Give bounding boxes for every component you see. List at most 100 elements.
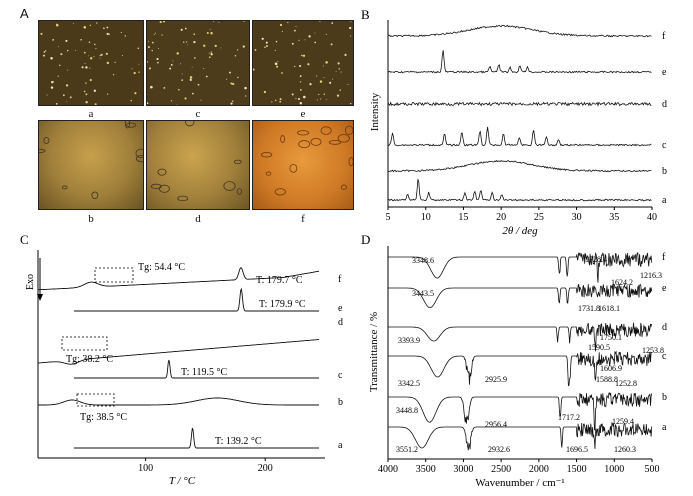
xrd-series-label: a	[662, 195, 667, 206]
crystal-speck	[67, 49, 69, 52]
crystal-speck	[50, 86, 54, 89]
crystal-speck	[279, 100, 281, 103]
crystal-speck	[200, 99, 202, 101]
crystal-speck	[291, 93, 294, 96]
crystal-speck	[203, 68, 205, 70]
crystal-speck	[230, 102, 233, 105]
crystal-speck	[187, 44, 188, 46]
crystal-speck	[254, 48, 257, 51]
crystal-speck	[347, 84, 349, 85]
particle-outline	[177, 195, 189, 202]
crystal-speck	[281, 30, 283, 32]
crystal-speck	[185, 41, 188, 43]
ir-x-tick-label: 2000	[529, 464, 549, 475]
crystal-speck	[63, 94, 65, 97]
panel-letter-a: A	[20, 6, 29, 21]
crystal-speck	[106, 61, 110, 65]
crystal-speck	[96, 22, 98, 24]
ir-band-label: 3448.8	[396, 406, 418, 415]
ir-band-label: 2932.6	[488, 445, 510, 454]
crystal-speck	[56, 23, 59, 27]
crystal-speck	[349, 35, 352, 37]
crystal-speck	[138, 71, 140, 73]
crystal-speck	[90, 57, 93, 60]
crystal-speck	[148, 67, 151, 70]
crystal-speck	[93, 55, 95, 57]
crystal-speck	[277, 61, 279, 63]
ir-series-label: d	[662, 322, 667, 333]
xrd-x-tick-label: 40	[647, 212, 657, 223]
micrograph-d	[146, 120, 250, 210]
crystal-speck	[206, 32, 209, 35]
crystal-speck	[265, 41, 268, 44]
ir-band-label: 3342.5	[398, 379, 420, 388]
crystal-speck	[85, 101, 88, 104]
crystal-speck	[243, 21, 245, 22]
xrd-series-label: d	[662, 99, 667, 110]
particle-outline	[265, 171, 272, 176]
crystal-speck	[89, 67, 91, 69]
crystal-speck	[151, 49, 153, 52]
crystal-speck	[107, 93, 109, 95]
xrd-trace-d	[387, 101, 652, 107]
crystal-speck	[274, 49, 276, 51]
micrograph-e-speckles	[253, 21, 352, 105]
ir-y-label: Transmittance / %	[368, 312, 380, 392]
crystal-speck	[234, 55, 237, 57]
crystal-speck	[316, 99, 318, 101]
crystal-speck	[281, 72, 283, 74]
crystal-speck	[299, 65, 302, 68]
crystal-speck	[153, 34, 155, 36]
crystal-speck	[85, 93, 88, 96]
crystal-speck	[294, 65, 296, 68]
ir-band-label: 3393.9	[398, 336, 420, 345]
crystal-speck	[137, 47, 140, 50]
crystal-speck	[319, 80, 323, 83]
particle-outline	[348, 157, 353, 167]
crystal-speck	[209, 28, 211, 30]
xrd-series-label: b	[662, 166, 667, 177]
particle-outline	[236, 188, 243, 195]
crystal-speck	[295, 97, 297, 99]
ir-trace-c	[388, 350, 653, 387]
particle-outline	[159, 184, 170, 193]
particle-outline	[289, 163, 298, 173]
micrograph-b-particles	[39, 121, 143, 199]
crystal-speck	[210, 53, 213, 56]
crystal-speck	[299, 75, 302, 77]
crystal-speck	[225, 78, 228, 80]
crystal-speck	[106, 32, 109, 35]
crystal-speck	[85, 66, 88, 69]
crystal-speck	[336, 94, 340, 97]
crystal-speck	[304, 39, 306, 41]
ir-band-label: 1624.2	[611, 278, 633, 287]
crystal-speck	[80, 38, 82, 41]
dsc-series-label: c	[338, 370, 343, 381]
crystal-speck	[242, 45, 245, 48]
crystal-speck	[52, 39, 54, 41]
crystal-speck	[183, 41, 185, 43]
dsc-c-peak-annotation: T: 119.5 °C	[181, 367, 228, 378]
crystal-speck	[322, 65, 324, 67]
ir-series-label: e	[662, 283, 667, 294]
ir-x-tick-label: 3500	[416, 464, 436, 475]
ir-trace-b	[388, 392, 653, 431]
crystal-speck	[323, 77, 325, 79]
crystal-speck	[316, 75, 318, 77]
crystal-speck	[320, 98, 322, 100]
particle-outline	[344, 125, 353, 135]
crystal-speck	[299, 102, 303, 105]
dsc-b-tg-box	[76, 393, 115, 407]
dsc-exo-arrowhead	[37, 294, 43, 301]
crystal-speck	[147, 41, 149, 43]
micrograph-f	[252, 120, 354, 210]
particle-outline	[185, 121, 195, 127]
micrograph-b	[38, 120, 144, 210]
xrd-x-tick-label: 30	[572, 212, 582, 223]
crystal-speck	[170, 63, 173, 66]
crystal-speck	[298, 97, 300, 100]
dsc-trace-c	[73, 359, 319, 379]
crystal-speck	[332, 78, 334, 80]
xrd-series-label: f	[662, 31, 666, 42]
crystal-speck	[105, 52, 108, 55]
